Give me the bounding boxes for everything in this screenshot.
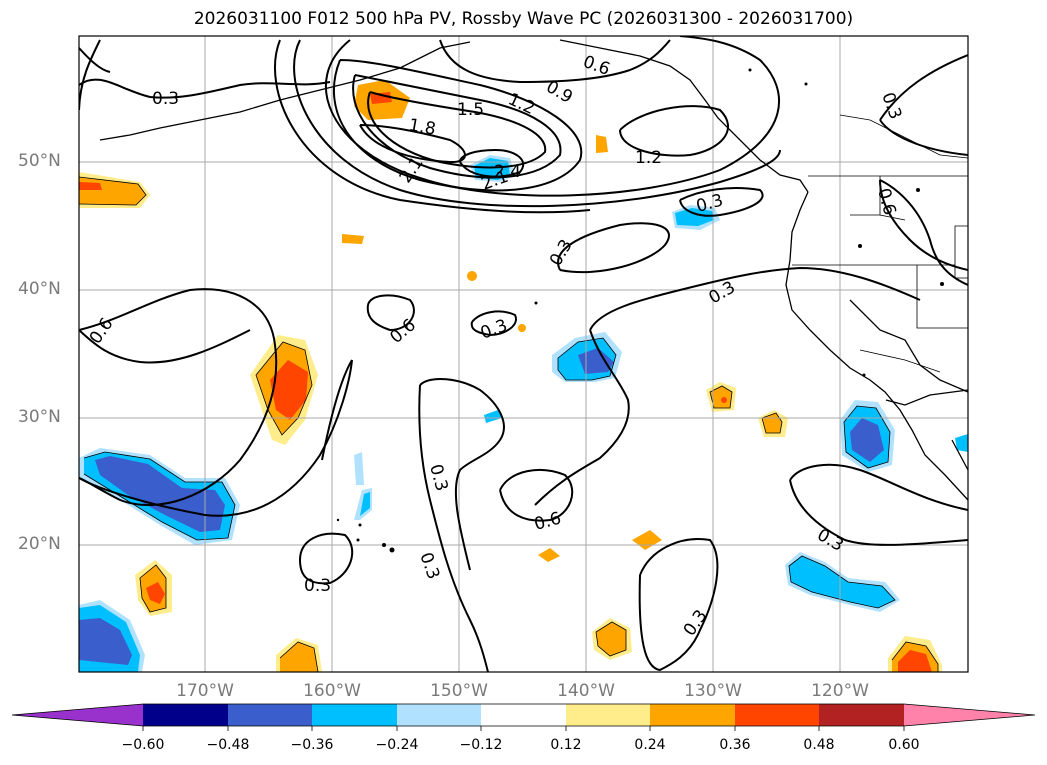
contour-label: 0.3: [546, 236, 577, 269]
colorbar-tick-label: 0.12: [550, 737, 582, 753]
colorbar-tick-label: 0.24: [634, 737, 666, 753]
map-content: 0.3 0.6 0.9 1.2 1.5 1.8 2.1 2.1 2.4 1.2 …: [79, 36, 968, 672]
lon-label-160w: 160°W: [303, 681, 361, 701]
map-frame: [78, 35, 969, 673]
contour-label: 0.6: [386, 315, 420, 348]
lat-label-20n: 20°N: [18, 534, 61, 554]
contour-label: 0.3: [152, 89, 179, 109]
islands: [336, 68, 944, 553]
lat-label-40n: 40°N: [18, 279, 61, 299]
coastlines: [99, 39, 968, 501]
colorbar-tick-label: −0.12: [459, 737, 503, 753]
contour-label: 1.2: [635, 148, 662, 168]
graticule: [79, 36, 968, 672]
lon-label-120w: 120°W: [811, 681, 869, 701]
lon-label-150w: 150°W: [430, 681, 488, 701]
contour-label: 2.4: [494, 162, 521, 182]
contour-label: 0.3: [478, 316, 510, 344]
lon-label-130w: 130°W: [684, 681, 742, 701]
lat-label-30n: 30°N: [18, 407, 61, 427]
colorbar-tick-label: 0.48: [803, 737, 835, 753]
contour-label: 0.3: [694, 191, 725, 217]
contour-label: 1.5: [457, 100, 484, 120]
shading-layer: [79, 80, 968, 672]
contour-label: 0.3: [814, 525, 847, 556]
contour-label: 1.8: [407, 115, 437, 139]
contour-label: 0.6: [532, 509, 563, 535]
borders: [792, 114, 968, 373]
map-title: 2026031100 F012 500 hPa PV, Rossby Wave …: [193, 9, 854, 29]
colorbar-tick-label: −0.60: [121, 737, 165, 753]
contour-label: 0.3: [415, 550, 443, 582]
lat-label-50n: 50°N: [18, 151, 61, 171]
pv-contours: [79, 36, 968, 672]
lon-label-170w: 170°W: [176, 681, 234, 701]
contour-label: 0.3: [304, 576, 331, 596]
colorbar-tick-label: −0.24: [375, 737, 419, 753]
colorbar-extend-high: [904, 704, 1035, 726]
contour-label: 0.3: [425, 462, 451, 493]
contour-labels: 0.3 0.6 0.9 1.2 1.5 1.8 2.1 2.1 2.4 1.2 …: [86, 52, 906, 640]
colorbar-extend-low: [12, 704, 143, 726]
colorbar-tick-label: −0.48: [206, 737, 250, 753]
lon-label-140w: 140°W: [557, 681, 615, 701]
colorbar-tick-label: 0.36: [719, 737, 751, 753]
colorbar-tick-label: 0.60: [888, 737, 920, 753]
colorbar-tick-label: −0.36: [290, 737, 334, 753]
colorbar: [11, 703, 1036, 731]
contour-label: 0.3: [680, 606, 712, 640]
